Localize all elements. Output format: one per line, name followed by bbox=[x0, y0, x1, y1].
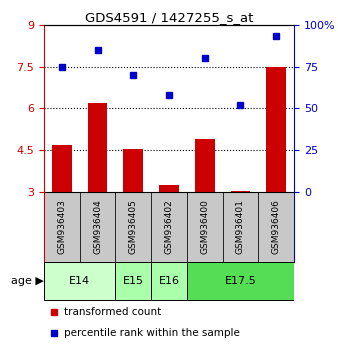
Text: GSM936401: GSM936401 bbox=[236, 199, 245, 254]
Bar bbox=[258, 192, 294, 262]
Bar bbox=[223, 192, 258, 262]
Bar bbox=[231, 190, 250, 192]
Text: E16: E16 bbox=[159, 276, 179, 286]
Text: GSM936403: GSM936403 bbox=[57, 199, 66, 254]
Text: age ▶: age ▶ bbox=[11, 276, 44, 286]
Text: E14: E14 bbox=[69, 276, 90, 286]
Text: GSM936404: GSM936404 bbox=[93, 199, 102, 254]
Bar bbox=[123, 149, 143, 192]
Bar bbox=[151, 192, 187, 262]
Text: GSM936400: GSM936400 bbox=[200, 199, 209, 254]
Bar bbox=[195, 139, 215, 192]
Bar bbox=[115, 262, 151, 300]
Bar bbox=[88, 103, 107, 192]
Bar bbox=[80, 192, 115, 262]
Text: E17.5: E17.5 bbox=[224, 276, 256, 286]
Bar bbox=[44, 192, 80, 262]
Text: GSM936405: GSM936405 bbox=[129, 199, 138, 254]
Text: E15: E15 bbox=[123, 276, 144, 286]
Bar bbox=[52, 144, 72, 192]
Text: GSM936406: GSM936406 bbox=[272, 199, 281, 254]
Bar bbox=[187, 192, 223, 262]
Bar bbox=[266, 67, 286, 192]
Text: GSM936402: GSM936402 bbox=[165, 199, 173, 254]
Bar bbox=[151, 262, 187, 300]
Text: percentile rank within the sample: percentile rank within the sample bbox=[64, 328, 240, 338]
Title: GDS4591 / 1427255_s_at: GDS4591 / 1427255_s_at bbox=[85, 11, 253, 24]
Bar bbox=[187, 262, 294, 300]
Bar bbox=[115, 192, 151, 262]
Bar bbox=[44, 262, 115, 300]
Bar bbox=[159, 185, 179, 192]
Text: transformed count: transformed count bbox=[64, 307, 161, 317]
